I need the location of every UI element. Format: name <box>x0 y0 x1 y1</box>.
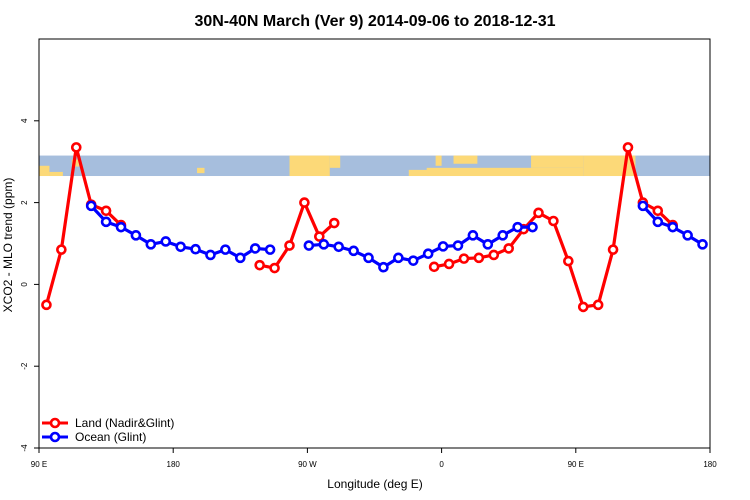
map-band-land <box>531 155 584 168</box>
data-point <box>100 216 112 228</box>
data-point <box>503 243 515 254</box>
data-point <box>328 217 340 229</box>
x-tick-label: 90 W <box>298 460 317 469</box>
map-band-land <box>625 159 631 167</box>
y-tick-label: -4 <box>20 444 29 452</box>
x-axis-ticks: 90 E 180 90 W 0 90 E 180 <box>31 448 717 469</box>
map-band-land <box>197 167 205 174</box>
data-point <box>190 243 201 255</box>
data-point <box>577 301 589 313</box>
legend-swatch-marker <box>49 417 61 429</box>
data-point <box>637 200 649 212</box>
data-point <box>220 244 231 255</box>
data-point <box>254 259 265 271</box>
legend-label: Land (Nadir&Glint) <box>75 416 174 430</box>
data-point <box>512 221 523 233</box>
map-band-land <box>435 155 442 166</box>
map-band-land <box>426 167 584 177</box>
legend-label: Ocean (Glint) <box>75 430 146 444</box>
data-point <box>473 252 485 264</box>
data-point <box>363 252 374 264</box>
map-band <box>39 155 710 177</box>
data-point <box>85 200 97 212</box>
plot-frame <box>38 38 711 449</box>
series-line <box>308 225 533 269</box>
legend: Land (Nadir&Glint)Ocean (Glint) <box>42 416 174 444</box>
data-point <box>667 221 679 233</box>
data-point <box>314 231 325 242</box>
data-point <box>70 142 82 153</box>
data-point <box>393 252 404 264</box>
data-point <box>488 249 500 261</box>
y-tick-label: -2 <box>20 362 29 370</box>
data-point <box>548 215 559 227</box>
data-point <box>592 299 604 311</box>
chart-title: 30N-40N March (Ver 9) 2014-09-06 to 2018… <box>194 13 555 30</box>
data-point <box>697 239 708 250</box>
data-point <box>175 241 186 253</box>
data-point <box>452 240 464 251</box>
series-layer <box>41 142 708 313</box>
data-point <box>482 239 494 250</box>
data-point <box>497 230 509 241</box>
map-band-land <box>583 155 636 177</box>
data-point <box>458 253 470 264</box>
y-axis-label: XCO2 - MLO trend (ppm) <box>1 178 15 313</box>
y-axis-ticks: -4 -2 0 2 4 <box>20 118 39 452</box>
data-point <box>443 258 455 270</box>
data-point <box>437 241 449 252</box>
data-point <box>160 236 172 247</box>
data-point <box>652 205 664 217</box>
data-point <box>235 252 246 264</box>
x-tick-label: 90 E <box>568 460 584 469</box>
map-band-land <box>289 155 330 177</box>
data-point <box>249 243 261 254</box>
legend-swatch-marker <box>49 431 61 443</box>
data-point <box>318 239 330 250</box>
data-point <box>145 239 157 250</box>
data-point <box>205 249 216 261</box>
x-axis-label: Longitude (deg E) <box>327 477 422 491</box>
data-point <box>284 240 295 251</box>
data-point <box>56 244 67 255</box>
data-point <box>378 261 389 273</box>
data-point <box>652 216 664 228</box>
data-point <box>467 230 479 241</box>
map-band-land <box>453 155 478 164</box>
map-band-land <box>329 155 341 168</box>
data-point <box>527 221 538 233</box>
y-tick-label: 4 <box>20 118 29 123</box>
data-point <box>130 230 142 241</box>
data-point <box>264 244 276 255</box>
data-point <box>422 248 434 260</box>
x-tick-label: 90 E <box>31 460 47 469</box>
data-point <box>115 221 127 233</box>
data-point <box>348 245 359 257</box>
data-point <box>563 255 574 267</box>
map-band-land <box>49 171 63 177</box>
data-point <box>333 241 345 253</box>
data-point <box>622 142 634 153</box>
data-point <box>303 240 315 251</box>
x-tick-label: 180 <box>167 460 181 469</box>
data-point <box>269 262 280 274</box>
map-band-land <box>39 165 50 177</box>
data-point <box>428 261 440 273</box>
y-tick-label: 2 <box>20 200 29 205</box>
data-point <box>407 255 419 266</box>
data-point <box>41 299 52 311</box>
data-point <box>299 197 310 208</box>
data-point <box>682 230 693 241</box>
map-band-land <box>408 169 430 177</box>
y-tick-label: 0 <box>20 282 29 287</box>
x-tick-label: 0 <box>439 460 444 469</box>
x-tick-label: 180 <box>703 460 717 469</box>
data-point <box>607 244 619 255</box>
data-point <box>100 205 112 217</box>
series-ocean <box>85 200 708 273</box>
data-point <box>533 207 544 219</box>
